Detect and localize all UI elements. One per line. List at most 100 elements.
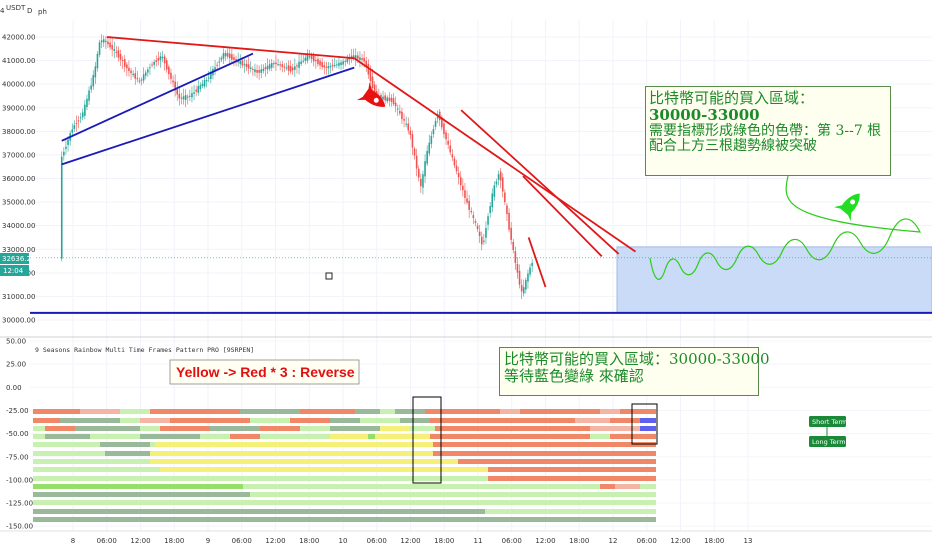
candle-body (63, 151, 65, 156)
price-axis: 42000.00 41000.00 40000.00 39000.00 38000.00… (2, 34, 35, 325)
last-price-label: 32636.25 (2, 255, 35, 263)
band-segment (600, 409, 620, 414)
trend-line-red (353, 57, 637, 253)
price-tick-label: 39000.00 (2, 104, 35, 112)
candle-body (525, 279, 527, 290)
candle-body (178, 94, 181, 99)
candle-body (453, 158, 456, 166)
candle-body (168, 66, 170, 75)
price-annotation-line3: 需要指標形成綠色的色帶：第 3--7 根 (649, 122, 882, 139)
indicator-tick-label: -25.00 (6, 407, 29, 415)
price-tick-label: 30000.00 (2, 317, 35, 325)
band-segment (33, 426, 45, 431)
trend-line-red (522, 175, 603, 257)
band-segment (485, 509, 656, 514)
candle-body (451, 154, 454, 158)
candle-body (119, 54, 122, 60)
candle-body (100, 40, 103, 43)
candle-body (285, 67, 288, 69)
candle-body (226, 52, 229, 57)
band-segment (520, 409, 600, 414)
candle-body (331, 64, 334, 67)
candle-body (102, 39, 105, 43)
candle-body (510, 227, 512, 240)
band-segment (488, 476, 656, 481)
candle-body (518, 270, 521, 285)
indicator-annotation-line2: 等待藍色變綠 來確認 (504, 366, 644, 385)
candle-body (94, 66, 97, 78)
candle-body (296, 65, 298, 67)
candle-body (388, 97, 391, 101)
candle-body (401, 111, 403, 120)
indicator-tick-label: 50.00 (6, 338, 26, 346)
price-tick-label: 37000.00 (2, 151, 35, 159)
reverse-label-box (169, 359, 360, 385)
candle-body (480, 236, 483, 245)
band-segment (45, 426, 75, 431)
candle-body (107, 41, 109, 45)
indicator-tick-label: -50.00 (6, 430, 29, 438)
band-segment (60, 418, 120, 423)
candle-body (279, 64, 281, 66)
rainbow-bands (33, 409, 656, 522)
candle-body (506, 205, 508, 215)
band-segment (330, 426, 380, 431)
candle-body (346, 58, 349, 63)
candle-body (60, 156, 63, 259)
candle-body (403, 119, 405, 121)
candle-body (302, 60, 305, 62)
price-tick-label: 42000.00 (2, 34, 35, 42)
time-tick-label: 06:00 (232, 537, 252, 545)
time-tick-label: 8 (71, 537, 75, 545)
band-segment (330, 434, 368, 439)
symbol-label: USDT (6, 4, 26, 12)
time-tick-label: 18:00 (569, 537, 589, 545)
candle-body (142, 74, 145, 81)
candle-body (365, 60, 368, 67)
candle-body (111, 44, 113, 50)
candle-body (235, 59, 237, 61)
candle-body (157, 58, 160, 61)
candle-body (434, 120, 437, 127)
candle-body (201, 83, 204, 87)
band-segment (355, 409, 380, 414)
price-annotation-line1: 比特幣可能的買入區域： (649, 89, 815, 107)
candle-body (121, 59, 124, 62)
candle-body (92, 75, 95, 87)
candle-body (75, 123, 78, 125)
candle-body (396, 108, 399, 110)
cursor-box-icon (325, 272, 333, 280)
candle-body (438, 111, 441, 121)
candle-body (428, 142, 431, 154)
band-segment (433, 451, 656, 456)
time-tick-label: 18:00 (164, 537, 184, 545)
band-segment (380, 409, 395, 414)
candle-body (472, 215, 475, 219)
time-axis: 8 06:00 12:00 18:00 9 06:00 12:00 18:00 10 06:00 1… (71, 537, 753, 545)
time-tick-label: 10 (339, 537, 348, 545)
candle-body (392, 98, 395, 105)
band-segment (120, 418, 140, 423)
band-segment (260, 434, 330, 439)
price-tick-label: 41000.00 (2, 57, 35, 65)
candle-body (306, 54, 309, 61)
band-segment (210, 426, 260, 431)
candle-body (495, 181, 498, 185)
last-price-badge (0, 253, 29, 264)
band-segment (620, 409, 656, 414)
candle-body (514, 251, 517, 264)
candle-body (420, 178, 422, 187)
band-segment (140, 418, 170, 423)
band-segment (433, 442, 656, 447)
candle-body (266, 65, 269, 70)
indicator-axis: 50.00 25.00 0.00 -25.00 -50.00 -75.00 -100.00 -… (6, 338, 33, 531)
time-tick-label: 06:00 (637, 537, 657, 545)
candle-body (241, 60, 244, 66)
candle-body (413, 148, 416, 156)
band-segment (33, 492, 250, 497)
candle-body (447, 140, 449, 145)
candle-body (443, 123, 445, 135)
candle-body (123, 59, 126, 67)
time-tick-label: 12:00 (400, 537, 420, 545)
